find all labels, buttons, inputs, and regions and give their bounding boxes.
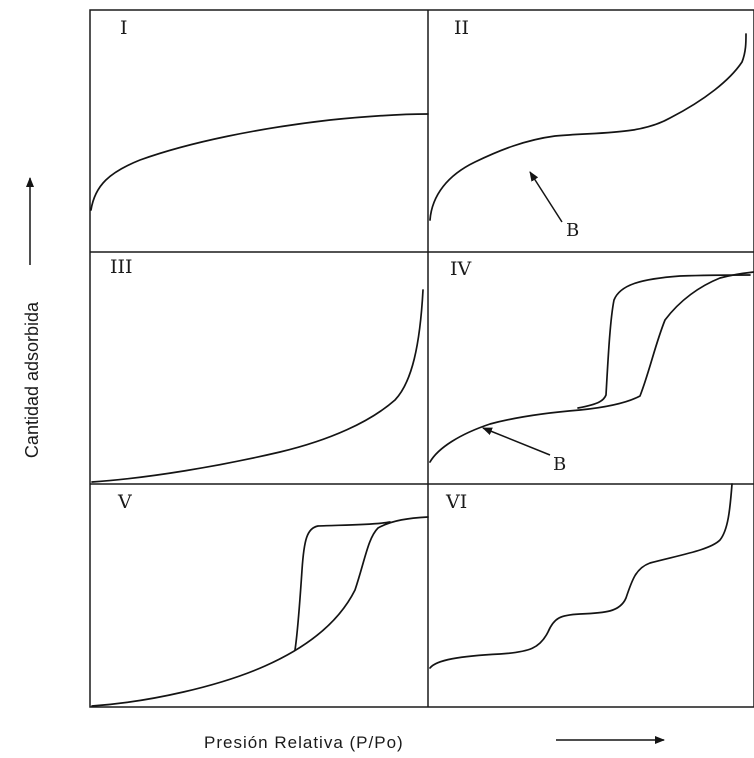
- panel-type-VI: VI: [429, 483, 733, 669]
- isotherm-curve-type-V-desorption: [294, 521, 391, 651]
- isotherm-curve-type-IV-desorption: [577, 274, 751, 409]
- isotherm-curve-type-VI: [429, 483, 733, 669]
- panel-label: I: [120, 17, 128, 39]
- panel-label: II: [454, 17, 469, 39]
- x-axis-label: Presión Relativa (P/Po): [204, 733, 404, 752]
- x-axis: Presión Relativa (P/Po): [204, 733, 665, 752]
- point-b-arrow: [529, 171, 563, 223]
- panel-label: VI: [445, 491, 467, 513]
- panel-label: III: [110, 256, 133, 278]
- panel-label: IV: [450, 258, 472, 280]
- panel-type-IV: IV B: [429, 258, 754, 475]
- isotherm-curve-type-II: [429, 33, 747, 221]
- grid-border: [89, 9, 754, 708]
- panel-type-V: V: [91, 491, 429, 707]
- isotherm-curve-type-III: [91, 289, 424, 483]
- y-axis-label: Cantidad adsorbida: [22, 301, 42, 458]
- point-b-label: B: [566, 220, 579, 241]
- point-b-label: B: [553, 454, 566, 475]
- y-axis: Cantidad adsorbida: [22, 177, 42, 458]
- panel-type-III: III: [91, 256, 424, 483]
- isotherm-curve-type-I: [90, 113, 429, 211]
- panel-type-I: I: [90, 17, 429, 211]
- isotherm-curve-type-IV-adsorption: [429, 271, 754, 463]
- panel-grid: [89, 9, 754, 708]
- point-b-arrow: [482, 427, 551, 456]
- panel-type-II: II B: [429, 17, 747, 241]
- panel-label: V: [117, 491, 132, 513]
- isotherm-curve-type-V-adsorption: [91, 516, 429, 707]
